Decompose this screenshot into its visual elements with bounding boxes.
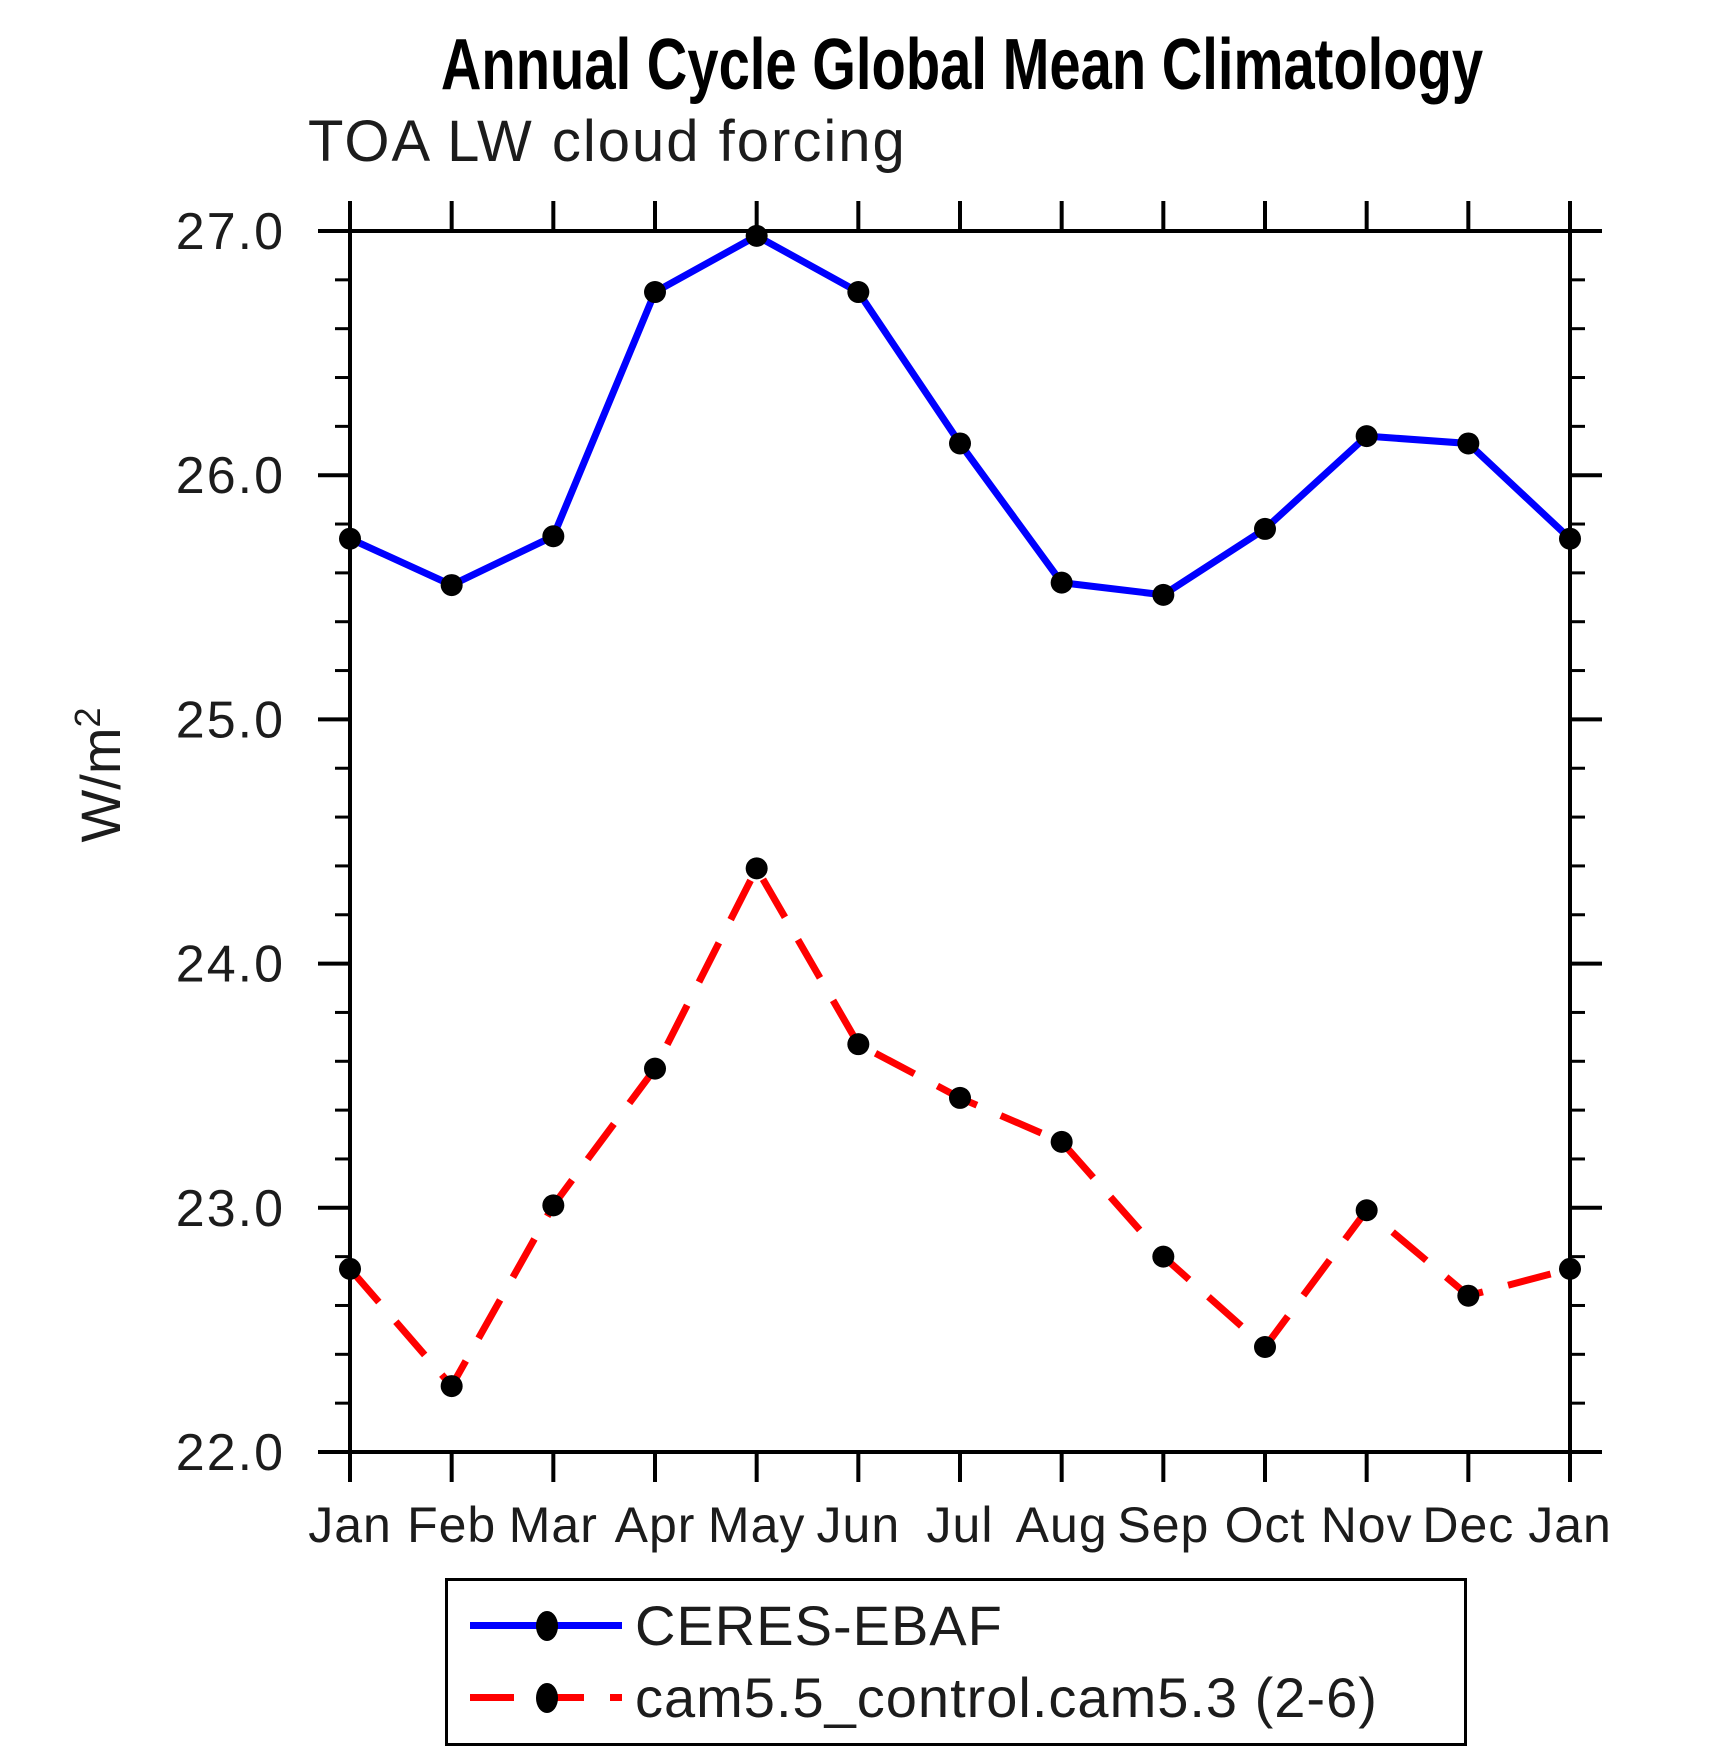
data-point-marker — [644, 281, 666, 304]
series-line-cam5-5-control-cam5-3-2-6- — [347, 861, 1571, 1393]
x-tick-label: Sep — [1117, 1497, 1209, 1553]
legend-label-ceres-ebaf: CERES-EBAF — [635, 1593, 1003, 1657]
data-point-marker — [1254, 1335, 1276, 1358]
data-point-marker — [847, 1033, 870, 1056]
x-tick-label: Dec — [1422, 1497, 1514, 1553]
legend-line-sample-dashed — [470, 1682, 622, 1713]
x-tick-label: Apr — [615, 1497, 696, 1553]
legend-marker-icon — [536, 1682, 558, 1713]
data-point-marker — [440, 574, 463, 597]
data-point-marker — [1355, 425, 1378, 448]
data-point-marker — [1559, 1257, 1581, 1280]
chart-subtitle: TOA LW cloud forcing — [308, 109, 907, 174]
y-tick-label: 24.0 — [176, 936, 285, 994]
legend: CERES-EBAF cam5.5_control.cam5.3 (2-6) — [445, 1578, 1467, 1746]
x-tick-label: Jan — [1528, 1497, 1612, 1553]
axis-frame — [348, 229, 1572, 1454]
chart-title: Annual Cycle Global Mean Climatology — [440, 25, 1484, 105]
y-tick-label: 25.0 — [176, 691, 285, 749]
y-tick-label: 23.0 — [176, 1180, 285, 1238]
y-tick-label: 27.0 — [176, 203, 285, 261]
legend-line-sample-solid — [470, 1610, 622, 1641]
x-tick-label: Oct — [1225, 1497, 1306, 1553]
data-point-marker — [949, 1086, 971, 1109]
data-point-marker — [644, 1057, 666, 1080]
data-point-marker — [1050, 571, 1073, 594]
legend-label-cam5-control: cam5.5_control.cam5.3 (2-6) — [635, 1665, 1378, 1729]
data-point-marker — [1457, 1284, 1480, 1307]
data-point-marker — [1152, 583, 1175, 606]
data-point-marker — [542, 1194, 565, 1217]
data-point-marker — [745, 224, 768, 247]
y-tick-label: 22.0 — [176, 1424, 285, 1482]
legend-item-cam5-control: cam5.5_control.cam5.3 (2-6) — [470, 1661, 1464, 1733]
legend-marker-icon — [536, 1610, 558, 1641]
x-tick-label: Nov — [1321, 1497, 1413, 1553]
data-point-marker — [339, 527, 361, 550]
y-tick-label: 26.0 — [176, 447, 285, 505]
data-point-marker — [1050, 1130, 1073, 1153]
data-point-marker — [1152, 1245, 1175, 1268]
data-point-marker — [949, 432, 971, 455]
data-point-marker — [339, 1257, 361, 1280]
svg-text:W/m2: W/m2 — [67, 707, 132, 842]
y-axis-label: W/m2 — [67, 707, 132, 842]
legend-item-ceres-ebaf: CERES-EBAF — [470, 1589, 1464, 1661]
x-tick-label: Feb — [407, 1497, 496, 1553]
data-point-marker — [1559, 527, 1581, 550]
data-point-marker — [1457, 432, 1480, 455]
x-tick-label: Jul — [927, 1497, 994, 1553]
data-point-marker — [847, 281, 870, 304]
x-tick-label: Aug — [1016, 1497, 1108, 1553]
x-tick-label: Mar — [509, 1497, 598, 1553]
x-tick-label: Jun — [817, 1497, 901, 1553]
axes — [318, 201, 1602, 1482]
data-point-marker — [1355, 1199, 1378, 1222]
data-point-marker — [745, 857, 768, 880]
x-tick-label: Jan — [308, 1497, 392, 1553]
series-line-ceres-ebaf — [348, 231, 1573, 599]
x-tick-label: May — [708, 1497, 805, 1553]
data-point-marker — [542, 525, 565, 548]
data-point-marker — [1254, 517, 1276, 540]
data-point-marker — [440, 1375, 463, 1398]
